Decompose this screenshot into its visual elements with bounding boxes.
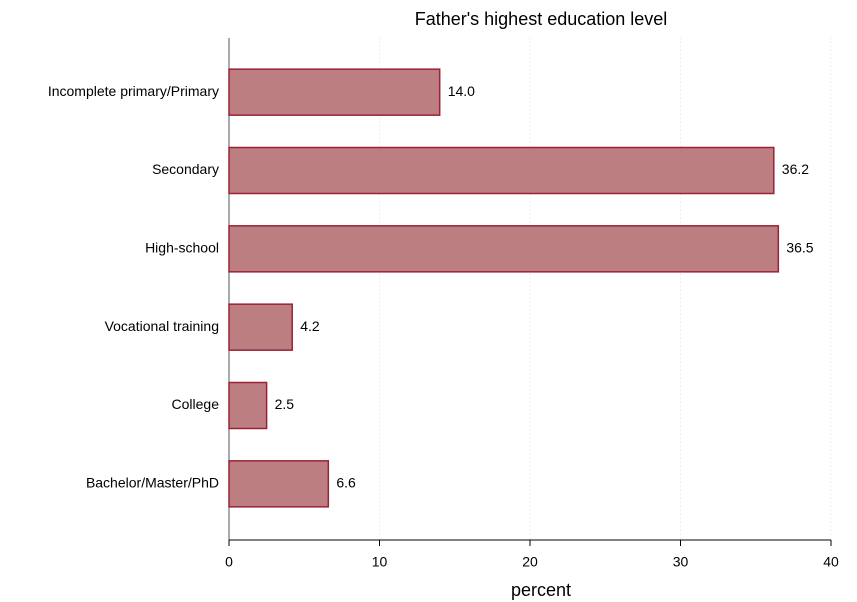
data-label: 14.0 bbox=[448, 83, 475, 99]
data-label: 36.2 bbox=[782, 161, 809, 177]
bar bbox=[228, 225, 780, 273]
x-tick-label: 40 bbox=[823, 554, 839, 570]
y-tick-label: Incomplete primary/Primary bbox=[48, 83, 219, 99]
y-tick-label: College bbox=[172, 396, 220, 412]
x-tick-label: 0 bbox=[225, 554, 233, 570]
bar bbox=[228, 303, 293, 351]
y-tick-label: Secondary bbox=[152, 161, 219, 177]
bar bbox=[228, 68, 441, 116]
bar bbox=[228, 381, 268, 430]
data-label: 36.5 bbox=[786, 240, 813, 256]
x-axis-label: percent bbox=[511, 580, 571, 600]
bar bbox=[228, 146, 775, 195]
y-tick-label: Bachelor/Master/PhD bbox=[86, 475, 219, 491]
x-tick-label: 30 bbox=[673, 554, 689, 570]
data-label: 2.5 bbox=[275, 396, 295, 412]
chart-title: Father's highest education level bbox=[415, 9, 668, 29]
data-label: 4.2 bbox=[300, 318, 320, 334]
x-tick-label: 10 bbox=[372, 554, 388, 570]
data-label: 6.6 bbox=[336, 475, 356, 491]
bar bbox=[228, 460, 330, 508]
y-tick-label: High-school bbox=[145, 240, 219, 256]
x-tick-label: 20 bbox=[522, 554, 538, 570]
y-tick-label: Vocational training bbox=[105, 318, 219, 334]
